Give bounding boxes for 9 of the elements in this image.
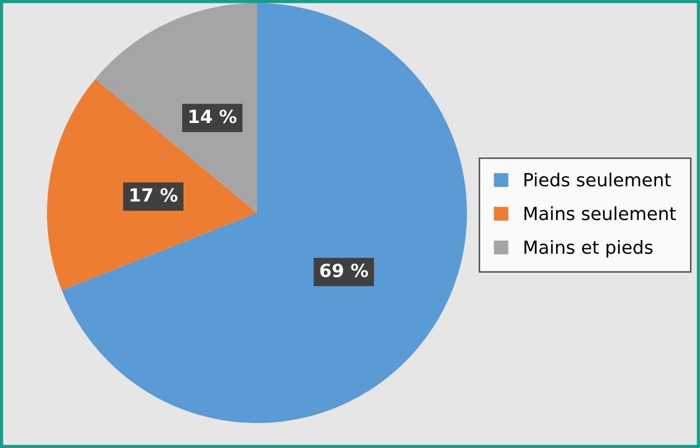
data-label: 14 % — [190, 110, 236, 124]
legend-label: Mains et pieds — [524, 240, 653, 258]
legend-label: Mains seulement — [524, 206, 676, 220]
data-label: 17 % — [130, 188, 178, 202]
pie-slice — [95, 3, 257, 213]
data-label: 69 % — [320, 264, 368, 278]
pie-slice — [62, 3, 467, 423]
pie-slice — [47, 79, 257, 290]
legend-label: Pieds seulement — [524, 172, 671, 187]
